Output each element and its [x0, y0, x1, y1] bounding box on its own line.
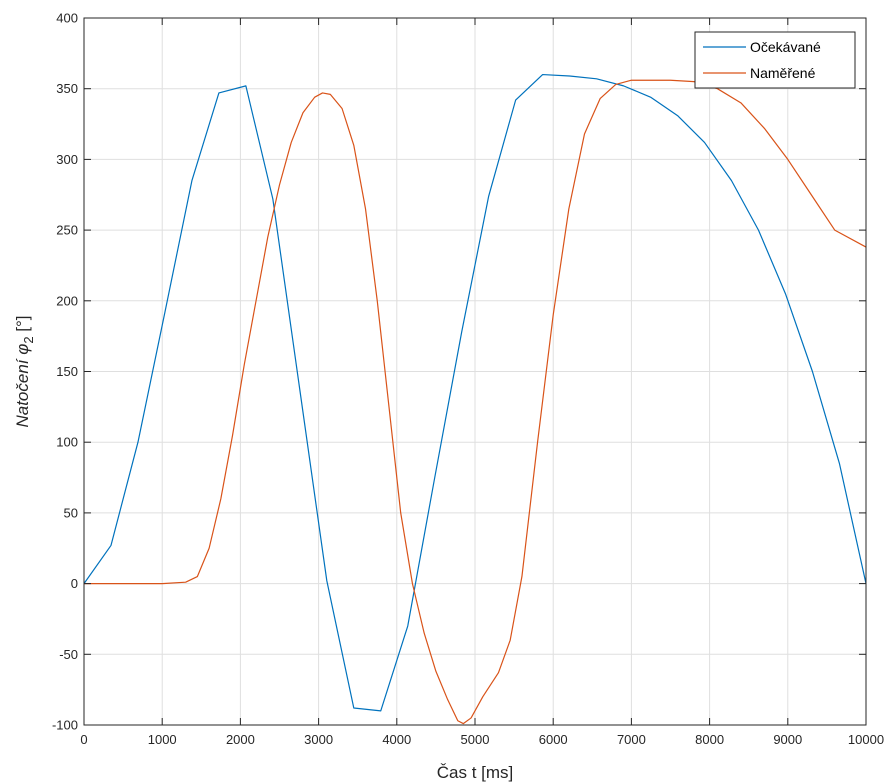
y-axis-label: Natočení φ2 [°] [13, 315, 36, 427]
y-tick-label: 350 [56, 81, 78, 96]
series-line-1 [83, 73, 867, 712]
y-tick-label: 400 [56, 11, 78, 26]
y-tick-label: 100 [56, 435, 78, 450]
x-tick-label: 2000 [226, 732, 255, 747]
series-line-2 [84, 79, 867, 725]
y-tick-label: 200 [56, 293, 78, 308]
y-tick-label: -50 [59, 647, 78, 662]
y-tick-label: 300 [56, 152, 78, 167]
x-tick-label: 7000 [617, 732, 646, 747]
series-lines [83, 73, 867, 725]
y-axis-label-main: Natočení φ [13, 344, 32, 428]
x-tick-label: 4000 [382, 732, 411, 747]
x-tick-label: 10000 [848, 732, 884, 747]
x-tick-label: 1000 [148, 732, 177, 747]
x-tick-label: 8000 [695, 732, 724, 747]
legend-box [694, 31, 856, 89]
x-tick-label: 5000 [461, 732, 490, 747]
x-axis-label: Čas t [ms] [437, 763, 514, 782]
x-tick-label: 3000 [304, 732, 333, 747]
grid-lines [84, 18, 866, 725]
x-tick-label: 9000 [773, 732, 802, 747]
y-tick-label: 250 [56, 223, 78, 238]
y-axis-label-subscript: 2 [21, 336, 36, 343]
y-tick-label: 150 [56, 364, 78, 379]
x-tick-label: 0 [80, 732, 87, 747]
legend-label-series-2: Naměřené [750, 65, 816, 81]
y-tick-label: -100 [52, 718, 78, 733]
y-axis-label-unit: [°] [13, 315, 32, 336]
x-tick-label: 6000 [539, 732, 568, 747]
y-tick-label: 0 [71, 576, 78, 591]
axis-ticks: 0 1000 2000 3000 4000 5000 6000 7000 8000 9000 100… [52, 11, 884, 748]
y-tick-label: 50 [64, 505, 78, 520]
legend: Očekávané Naměřené [694, 31, 856, 89]
legend-label-series-1: Očekávané [750, 39, 821, 55]
